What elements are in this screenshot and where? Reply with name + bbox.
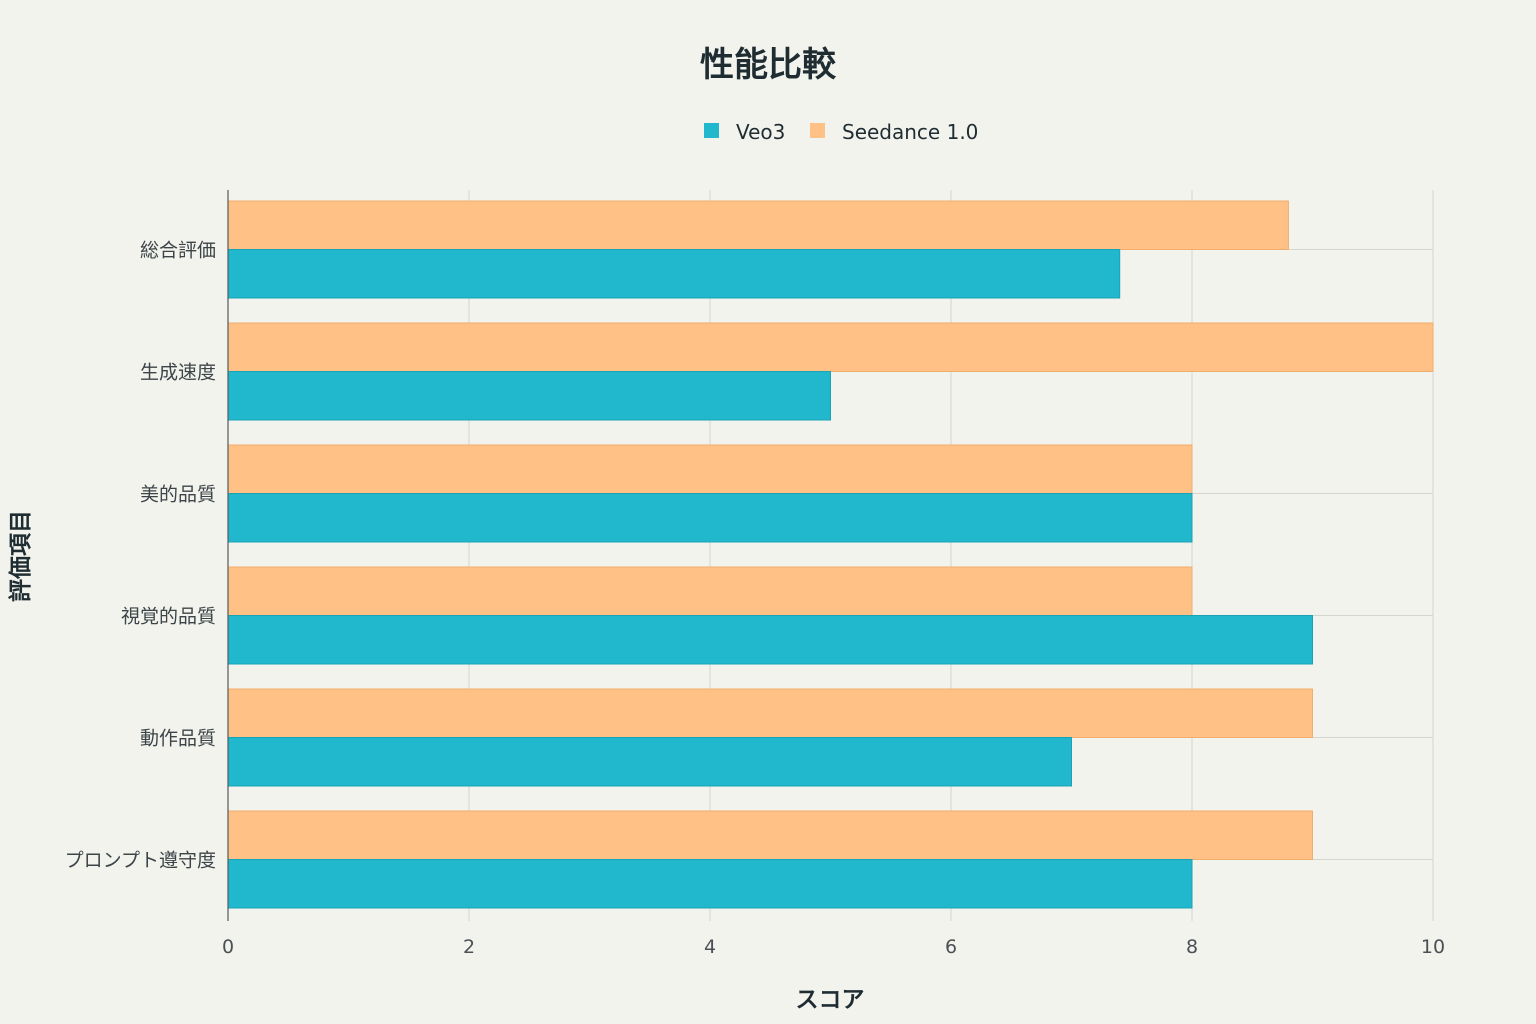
bar-veo3-0[interactable] bbox=[227, 249, 1121, 299]
x-tick-label-0: 0 bbox=[222, 936, 234, 958]
bar-seedance-3[interactable] bbox=[227, 566, 1193, 616]
bar-veo3-3[interactable] bbox=[227, 615, 1313, 665]
x-tick-label-10: 10 bbox=[1421, 936, 1445, 958]
x-tick-label-4: 4 bbox=[704, 936, 716, 958]
legend-swatch-seedance bbox=[810, 123, 825, 138]
bar-seedance-0[interactable] bbox=[227, 200, 1289, 250]
x-tick-label-2: 2 bbox=[463, 936, 475, 958]
category-label-1: 生成速度 bbox=[140, 362, 216, 384]
category-label-2: 美的品質 bbox=[140, 484, 216, 506]
bar-seedance-1[interactable] bbox=[227, 322, 1434, 372]
bar-seedance-2[interactable] bbox=[227, 444, 1193, 494]
legend-label-seedance[interactable]: Seedance 1.0 bbox=[842, 120, 978, 144]
bar-seedance-5[interactable] bbox=[227, 810, 1313, 860]
x-axis-title: スコア bbox=[796, 987, 865, 1013]
bars-layer bbox=[227, 200, 1434, 909]
bar-veo3-1[interactable] bbox=[227, 371, 831, 421]
category-label-5: プロンプト遵守度 bbox=[65, 850, 216, 872]
x-tick-label-8: 8 bbox=[1186, 936, 1198, 958]
bar-veo3-5[interactable] bbox=[227, 859, 1193, 909]
legend-label-veo3[interactable]: Veo3 bbox=[736, 120, 785, 144]
legend[interactable]: Veo3 Seedance 1.0 bbox=[704, 120, 978, 144]
category-label-4: 動作品質 bbox=[140, 728, 216, 750]
category-label-0: 総合評価 bbox=[140, 240, 216, 262]
bar-veo3-4[interactable] bbox=[227, 737, 1072, 787]
bar-veo3-2[interactable] bbox=[227, 493, 1193, 543]
legend-swatch-veo3 bbox=[704, 123, 719, 138]
category-label-3: 視覚的品質 bbox=[121, 606, 216, 628]
x-tick-label-6: 6 bbox=[945, 936, 957, 958]
bar-seedance-4[interactable] bbox=[227, 688, 1313, 738]
y-axis-title: 評価項目 bbox=[7, 510, 34, 602]
chart-title: 性能比較 bbox=[700, 45, 837, 85]
